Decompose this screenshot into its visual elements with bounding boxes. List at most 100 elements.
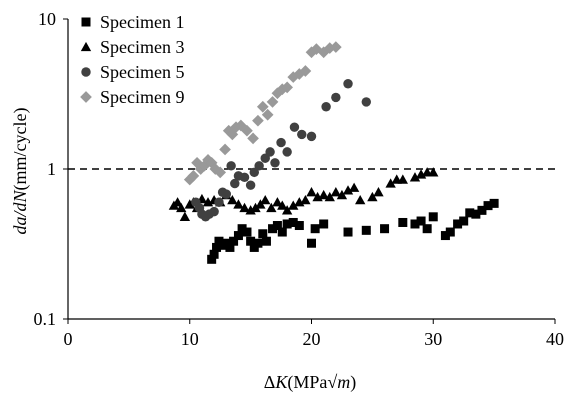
triangle-marker	[385, 178, 396, 188]
series-1	[207, 198, 499, 264]
square-marker	[422, 224, 432, 234]
legend-label-2: Specimen 3	[100, 37, 184, 57]
triangle-marker	[281, 205, 293, 215]
diamond-marker	[330, 41, 342, 53]
triangle-marker	[324, 191, 335, 202]
triangle-marker	[176, 202, 187, 213]
legend-marker-1	[81, 17, 91, 27]
circle-marker	[265, 147, 275, 157]
triangle-marker	[336, 189, 348, 200]
x-axis-title: ΔK(MPa√m)	[264, 372, 356, 393]
circle-marker	[270, 158, 280, 168]
square-marker	[489, 198, 499, 208]
diamond-marker	[241, 124, 253, 137]
square-marker	[242, 227, 252, 237]
circle-marker	[221, 189, 231, 199]
diamond-marker	[187, 170, 200, 182]
triangle-marker	[397, 174, 408, 184]
triangle-marker	[330, 187, 342, 197]
diamond-marker	[252, 114, 264, 127]
legend-label-3: Specimen 5	[100, 62, 184, 82]
circle-marker	[343, 79, 353, 89]
legend-label-4: Specimen 9	[100, 87, 184, 107]
diamond-marker	[266, 96, 279, 108]
square-marker	[459, 216, 469, 226]
circle-marker	[361, 97, 372, 107]
circle-marker	[209, 206, 219, 217]
series-4	[183, 41, 342, 186]
triangle-marker	[250, 202, 261, 213]
triangle-marker	[306, 187, 317, 197]
triangle-marker	[277, 200, 288, 210]
circle-marker	[214, 197, 224, 208]
circle-marker	[226, 161, 236, 171]
square-marker	[253, 238, 263, 248]
diamond-marker	[281, 81, 293, 94]
x-tick-label: 30	[424, 329, 442, 349]
triangle-marker	[373, 187, 384, 197]
square-marker	[307, 238, 316, 248]
triangle-marker	[179, 211, 191, 221]
triangle-marker	[233, 199, 244, 209]
y-tick-label: 10	[38, 9, 56, 29]
legend-marker-2	[80, 41, 92, 52]
triangle-marker	[318, 189, 329, 200]
square-marker	[343, 227, 353, 237]
triangle-marker	[342, 185, 354, 195]
diamond-marker	[271, 87, 284, 100]
square-marker	[229, 236, 239, 246]
diamond-marker	[287, 71, 300, 83]
circle-marker	[321, 102, 331, 112]
diamond-marker	[276, 83, 289, 96]
triangle-marker	[172, 197, 183, 207]
triangle-marker	[272, 197, 283, 207]
square-marker	[319, 219, 329, 229]
triangle-marker	[355, 194, 366, 205]
square-marker	[477, 205, 487, 215]
square-marker	[410, 219, 420, 229]
triangle-marker	[239, 202, 250, 213]
triangle-marker	[245, 205, 256, 215]
circle-marker	[230, 178, 240, 189]
square-marker	[282, 219, 292, 229]
diamond-marker	[317, 46, 330, 59]
circle-marker	[282, 147, 292, 157]
circle-marker	[254, 161, 264, 171]
square-marker	[212, 242, 222, 252]
circle-marker	[276, 137, 286, 148]
square-marker	[310, 224, 320, 234]
legend-label-1: Specimen 1	[100, 12, 184, 32]
data-points	[168, 41, 499, 264]
triangle-marker	[227, 194, 238, 205]
axes: 0 10 20 30 40 0.1 1 10	[34, 9, 565, 349]
square-marker	[453, 219, 463, 229]
x-tick-label: 0	[64, 329, 73, 349]
circle-marker	[306, 131, 317, 142]
square-marker	[258, 229, 268, 239]
square-marker	[465, 208, 475, 218]
legend: Specimen 1 Specimen 3 Specimen 5 Specimen 9	[80, 12, 184, 107]
triangle-marker	[288, 200, 299, 210]
square-marker	[261, 236, 271, 246]
square-marker	[225, 242, 235, 252]
circle-marker	[249, 167, 260, 178]
triangle-marker	[266, 202, 277, 213]
triangle-marker	[409, 172, 421, 182]
triangle-marker	[348, 182, 360, 192]
triangle-marker	[260, 194, 271, 205]
circle-marker	[239, 172, 250, 183]
x-tick-label: 10	[181, 329, 199, 349]
triangle-marker	[300, 194, 311, 205]
circle-marker	[245, 180, 256, 190]
square-marker	[277, 227, 287, 237]
circle-marker	[331, 92, 341, 103]
diamond-marker	[323, 42, 336, 54]
square-marker	[440, 231, 450, 241]
diamond-marker	[256, 100, 269, 113]
square-marker	[380, 224, 390, 234]
legend-marker-4	[80, 91, 92, 103]
square-marker	[445, 227, 455, 237]
diamond-marker	[261, 108, 274, 121]
x-tick-label: 40	[546, 329, 564, 349]
y-tick-label: 1	[47, 159, 56, 179]
